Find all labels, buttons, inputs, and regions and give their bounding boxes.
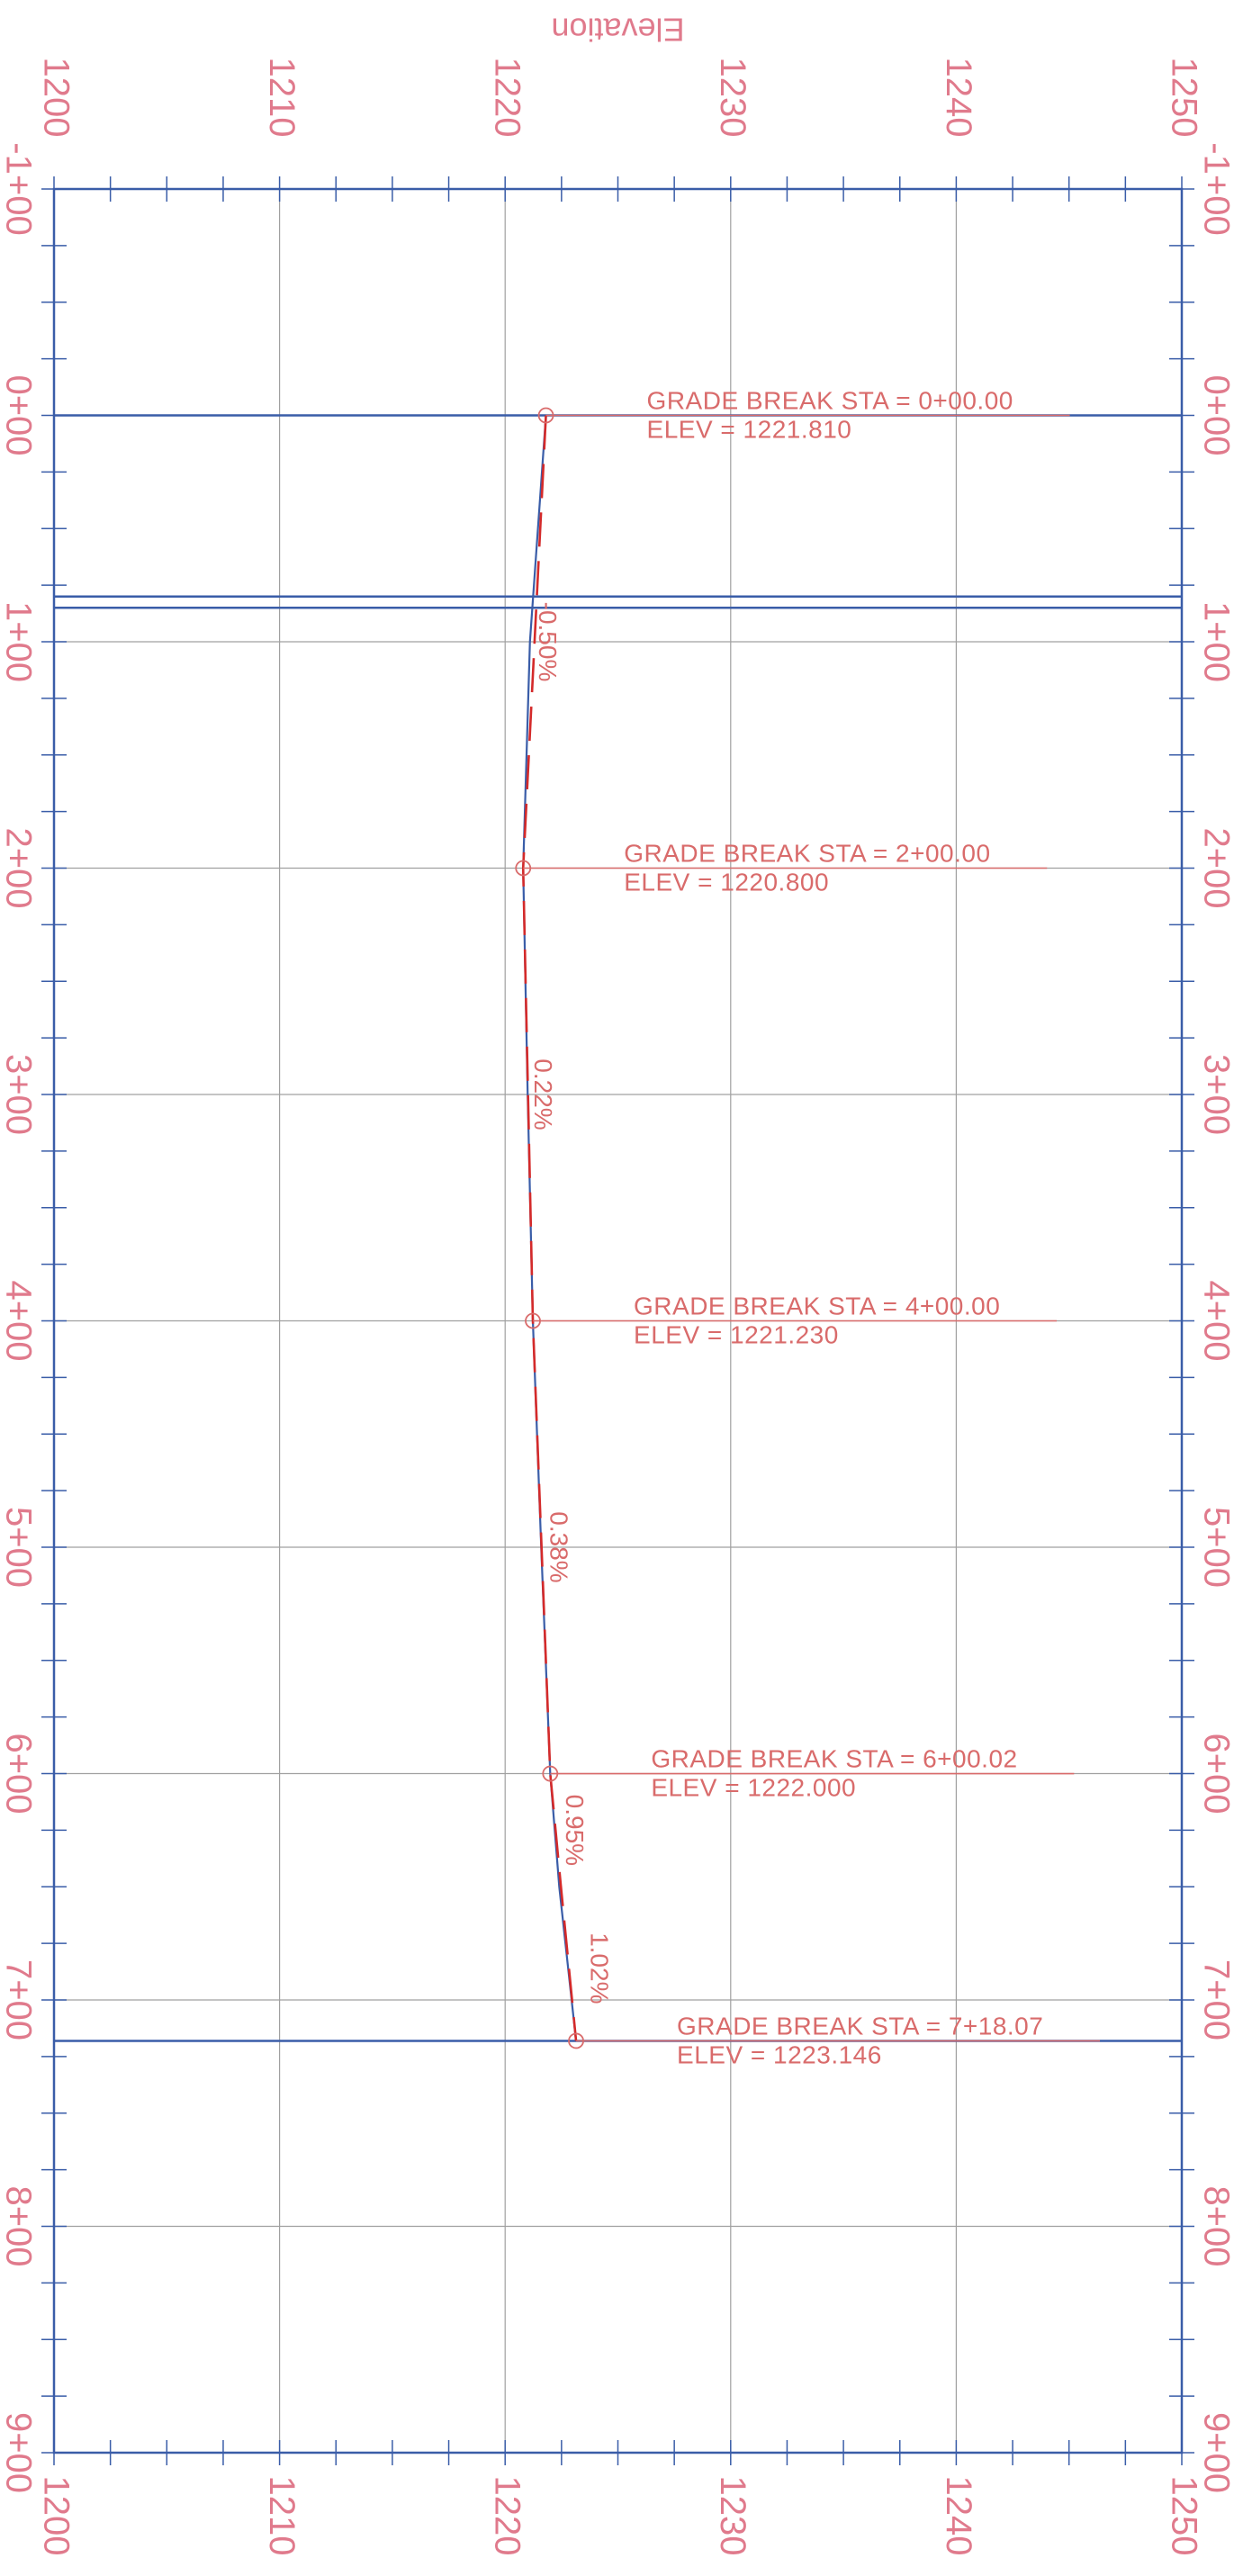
station-tick-label-left: 3+00 <box>0 1054 38 1135</box>
elevation-tick-label-bottom: 1200 <box>36 2476 76 2556</box>
grade-percent-label: 1.02% <box>585 1932 613 2004</box>
station-tick-label-left: 4+00 <box>0 1280 38 1361</box>
station-tick-label-right: 5+00 <box>1196 1507 1236 1588</box>
station-tick-label-right: 3+00 <box>1196 1054 1236 1135</box>
grade-percent-label: -0.50% <box>534 602 562 682</box>
grade-break-station-label: GRADE BREAK STA = 7+18.07 <box>677 2012 1043 2040</box>
elevation-tick-label-top: 1220 <box>488 58 527 138</box>
station-tick-label-right: 6+00 <box>1196 1733 1236 1814</box>
station-tick-label-left: 2+00 <box>0 827 38 908</box>
grade-break-elevation-label: ELEV = 1221.810 <box>647 416 852 444</box>
grade-break-station-label: GRADE BREAK STA = 6+00.02 <box>651 1745 1017 1773</box>
grade-break-station-label: GRADE BREAK STA = 4+00.00 <box>634 1293 1000 1320</box>
elevation-tick-label-bottom: 1210 <box>262 2476 302 2556</box>
station-tick-label-right: 0+00 <box>1196 374 1236 455</box>
grade-percent-label: 0.22% <box>529 1058 557 1130</box>
grade-break-elevation-label: ELEV = 1220.800 <box>624 869 829 896</box>
grade-break-elevation-label: ELEV = 1222.000 <box>651 1774 856 1802</box>
station-tick-label-right: 9+00 <box>1196 2412 1236 2493</box>
grade-percent-label: 0.95% <box>561 1795 589 1866</box>
elevation-tick-label-top: 1230 <box>713 58 752 138</box>
station-tick-label-left: 0+00 <box>0 374 38 455</box>
station-tick-label-left: 9+00 <box>0 2412 38 2493</box>
elevation-tick-label-bottom: 1240 <box>939 2476 978 2556</box>
grade-break-elevation-label: ELEV = 1223.146 <box>677 2040 882 2068</box>
station-tick-label-right: 4+00 <box>1196 1280 1236 1361</box>
station-tick-label-right: 7+00 <box>1196 1959 1236 2040</box>
grade-break-station-label: GRADE BREAK STA = 0+00.00 <box>647 387 1013 415</box>
y-axis-label: Elevation <box>551 11 684 48</box>
station-tick-label-left: 8+00 <box>0 2185 38 2266</box>
station-tick-label-right: -1+00 <box>1196 142 1236 235</box>
label-layer: Elevation 1200 1200 1210 1210 1220 1220 1230 123… <box>0 11 1236 2555</box>
station-tick-label-left: 6+00 <box>0 1733 38 1814</box>
elevation-tick-label-top: 1210 <box>262 58 302 138</box>
station-tick-label-left: 7+00 <box>0 1959 38 2040</box>
grade-break-station-label: GRADE BREAK STA = 2+00.00 <box>624 840 990 868</box>
station-tick-label-left: 1+00 <box>0 601 38 682</box>
station-tick-label-left: -1+00 <box>0 142 38 235</box>
elevation-tick-label-top: 1250 <box>1164 58 1203 138</box>
station-tick-label-left: 5+00 <box>0 1507 38 1588</box>
grade-break-elevation-label: ELEV = 1221.230 <box>634 1321 839 1349</box>
elevation-tick-label-top: 1200 <box>36 58 76 138</box>
station-tick-label-right: 1+00 <box>1196 601 1236 682</box>
grade-percent-label: 0.38% <box>545 1511 572 1582</box>
elevation-tick-label-top: 1240 <box>939 58 978 138</box>
elevation-tick-label-bottom: 1230 <box>713 2476 752 2556</box>
station-tick-label-right: 2+00 <box>1196 827 1236 908</box>
elevation-tick-label-bottom: 1220 <box>488 2476 527 2556</box>
station-tick-label-right: 8+00 <box>1196 2185 1236 2266</box>
